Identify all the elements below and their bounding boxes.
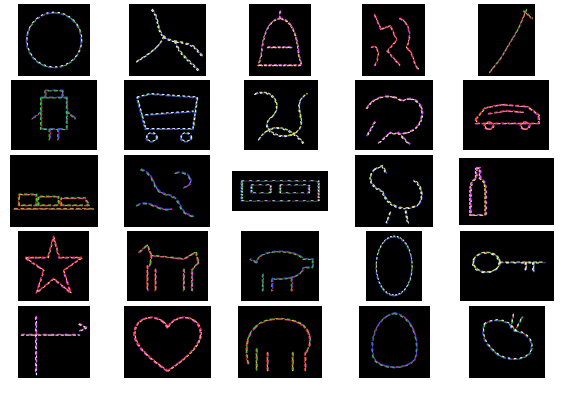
tile-key — [460, 231, 554, 301]
tile-oval — [366, 231, 422, 301]
tile-bell — [249, 4, 311, 76]
tile-star-edges — [24, 235, 83, 294]
tile-robot — [11, 80, 97, 150]
tile-pig-edges — [249, 250, 314, 292]
tile-cart-edges — [135, 92, 199, 143]
tile-dog-edges — [138, 243, 200, 292]
tile-bottle — [459, 158, 554, 225]
tile-key-edges — [471, 251, 547, 274]
tile-bus — [232, 171, 328, 211]
tile-hen — [355, 155, 433, 227]
tile-rabbit-edges — [482, 313, 533, 361]
tile-pig — [241, 231, 319, 301]
tile-circle-edges — [25, 11, 83, 69]
tile-heart — [124, 306, 211, 378]
tile-frog — [355, 80, 433, 150]
tile-hen-edges — [369, 164, 423, 225]
tile-bottle-edges — [469, 167, 488, 216]
tile-bell-edges — [257, 10, 303, 67]
tile-heart-edges — [133, 316, 202, 372]
tile-car — [463, 80, 549, 150]
tile-dog — [127, 231, 208, 301]
tile-squiggle — [124, 155, 210, 227]
tile-lizard — [129, 4, 206, 76]
tile-lizard-edges — [135, 8, 204, 72]
tile-squiggle-edges — [135, 168, 195, 218]
tile-robot-edges — [31, 89, 77, 141]
tile-oval-edges — [375, 235, 413, 297]
tile-car-edges — [474, 103, 540, 130]
tile-train — [10, 155, 98, 227]
tile-elephant — [238, 306, 322, 378]
tile-cat-scene — [362, 4, 425, 76]
tile-egg-edges — [371, 312, 418, 369]
tile-egg — [359, 306, 430, 378]
tile-star — [18, 231, 89, 301]
tile-frog-edges — [365, 95, 424, 146]
tile-rabbit — [469, 306, 545, 378]
tile-circle — [18, 4, 90, 76]
tile-tangle — [244, 80, 318, 150]
tile-cross-edges — [20, 315, 88, 376]
tile-tangle-edges — [254, 91, 309, 144]
tile-diagonal — [478, 4, 535, 76]
tile-train-edges — [13, 193, 95, 211]
tile-elephant-edges — [245, 317, 311, 372]
tile-cat-scene-edges — [370, 13, 420, 70]
tile-cross — [18, 306, 90, 378]
tile-bus-edges — [240, 180, 320, 202]
tile-cart — [124, 80, 210, 150]
tile-diagonal-edges — [488, 8, 534, 74]
